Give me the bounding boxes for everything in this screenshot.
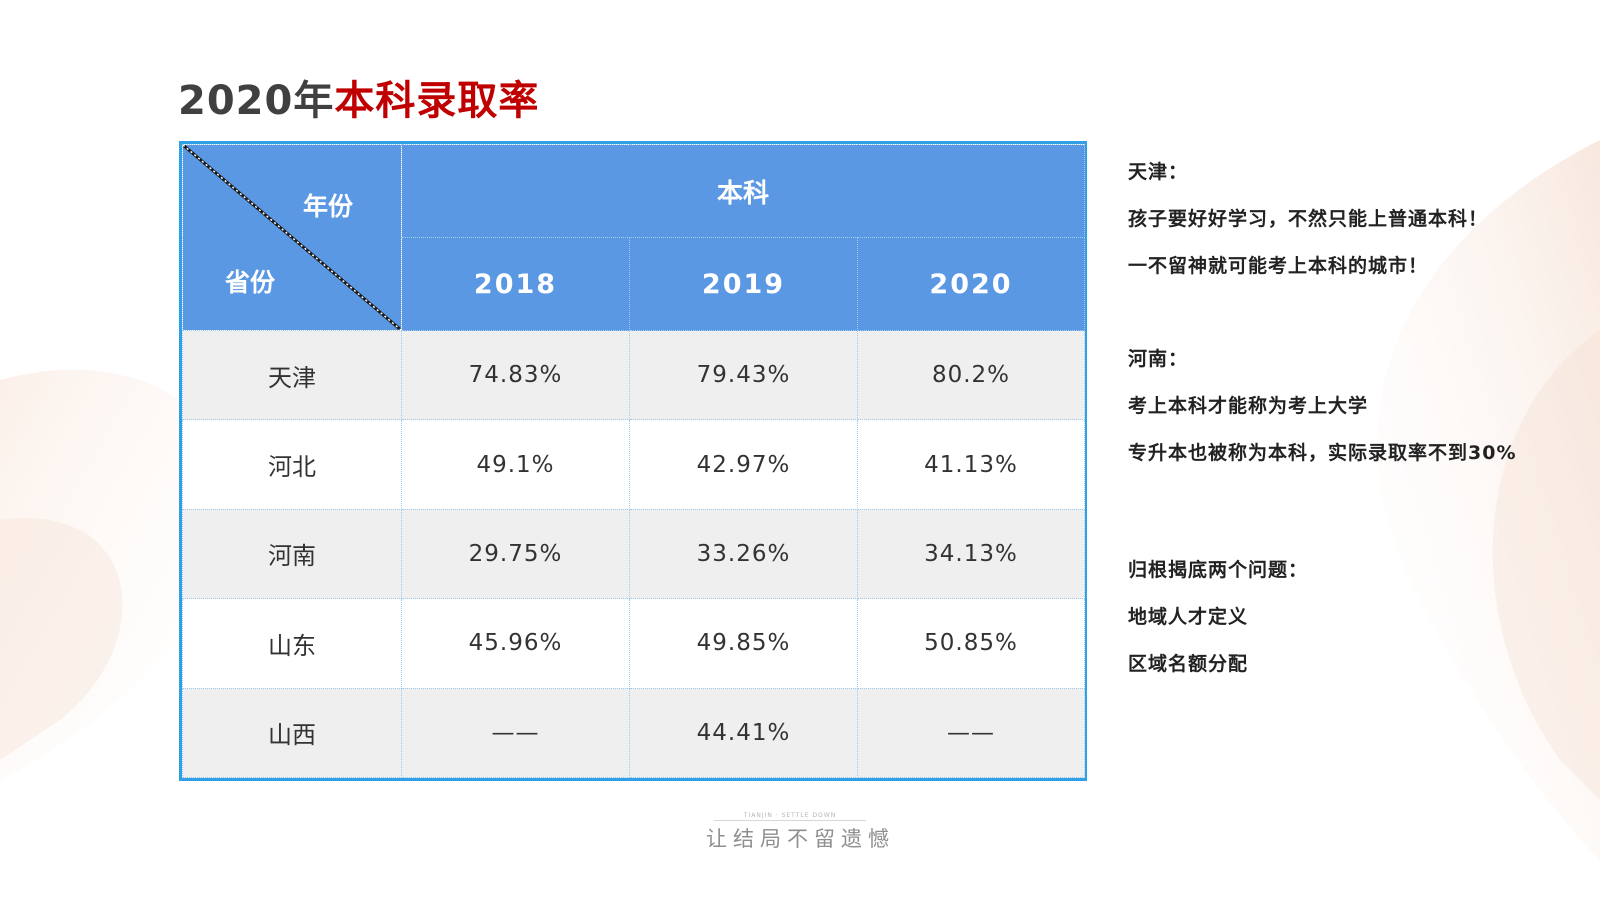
- rate-cell: 74.83%: [401, 329, 630, 421]
- table-row: 山西 —— 44.41% ——: [182, 687, 1085, 779]
- table-row: 山东 45.96% 49.85% 50.85%: [182, 598, 1085, 689]
- rate-cell: ——: [857, 687, 1085, 779]
- rate-cell: 41.13%: [857, 419, 1085, 510]
- diagonal-divider: [183, 145, 401, 330]
- henan-heading: 河南：: [1128, 348, 1189, 370]
- rate-cell: 79.43%: [629, 329, 858, 421]
- tianjin-note-2: 一不留神就可能考上本科的城市！: [1128, 255, 1429, 277]
- title-prefix: 2020年: [178, 78, 335, 124]
- group-header: 本科: [401, 144, 1085, 238]
- corner-province-label: 省份: [225, 268, 276, 297]
- summary-heading: 归根揭底两个问题：: [1128, 559, 1309, 581]
- rate-cell: 50.85%: [857, 598, 1085, 689]
- commentary-panel: 天津： 孩子要好好学习，不然只能上普通本科！ 一不留神就可能考上本科的城市！ 河…: [1128, 160, 1588, 699]
- rate-cell: 29.75%: [401, 508, 630, 600]
- tianjin-note-1: 孩子要好好学习，不然只能上普通本科！: [1128, 208, 1489, 230]
- title-highlight: 本科录取率: [334, 78, 540, 124]
- summary-note-2: 区域名额分配: [1128, 653, 1249, 675]
- province-cell: 河北: [182, 419, 402, 510]
- rate-cell: 33.26%: [629, 508, 858, 600]
- rate-cell: 80.2%: [857, 329, 1085, 421]
- footer-logo: TIANJIN · SETTLE DOWN 让结局不留遗憾: [706, 812, 895, 854]
- province-cell: 河南: [182, 508, 402, 600]
- footer-slogan: 让结局不留遗憾: [706, 827, 895, 851]
- rate-cell: 34.13%: [857, 508, 1085, 600]
- province-cell: 山东: [182, 598, 402, 689]
- province-cell: 山西: [182, 687, 402, 779]
- year-header: 2020: [857, 237, 1085, 331]
- table-row: 河南 29.75% 33.26% 34.13%: [182, 508, 1085, 600]
- tianjin-heading: 天津：: [1128, 161, 1189, 183]
- henan-note-2: 专升本也被称为本科，实际录取率不到30%: [1128, 442, 1517, 464]
- year-header: 2018: [401, 237, 630, 331]
- rate-cell: 42.97%: [629, 419, 858, 510]
- summary-note-1: 地域人才定义: [1128, 606, 1249, 628]
- rate-cell: 44.41%: [629, 687, 858, 779]
- corner-year-label: 年份: [303, 192, 354, 221]
- rate-cell: 45.96%: [401, 598, 630, 689]
- table-corner-header: 年份 省份: [182, 144, 402, 331]
- table-row: 河北 49.1% 42.97% 41.13%: [182, 419, 1085, 510]
- table-row: 天津 74.83% 79.43% 80.2%: [182, 329, 1085, 421]
- rate-cell: ——: [401, 687, 630, 779]
- rate-cell: 49.1%: [401, 419, 630, 510]
- henan-note-1: 考上本科才能称为考上大学: [1128, 395, 1369, 417]
- page-title: 2020年本科录取率: [178, 68, 539, 126]
- rate-cell: 49.85%: [629, 598, 858, 689]
- province-cell: 天津: [182, 329, 402, 421]
- year-header: 2019: [629, 237, 858, 331]
- admission-rate-table: 年份 省份 本科 2018 2019 2020 天津 74.83% 79.43%…: [179, 141, 1087, 781]
- footer-small-text: TIANJIN · SETTLE DOWN: [714, 812, 866, 821]
